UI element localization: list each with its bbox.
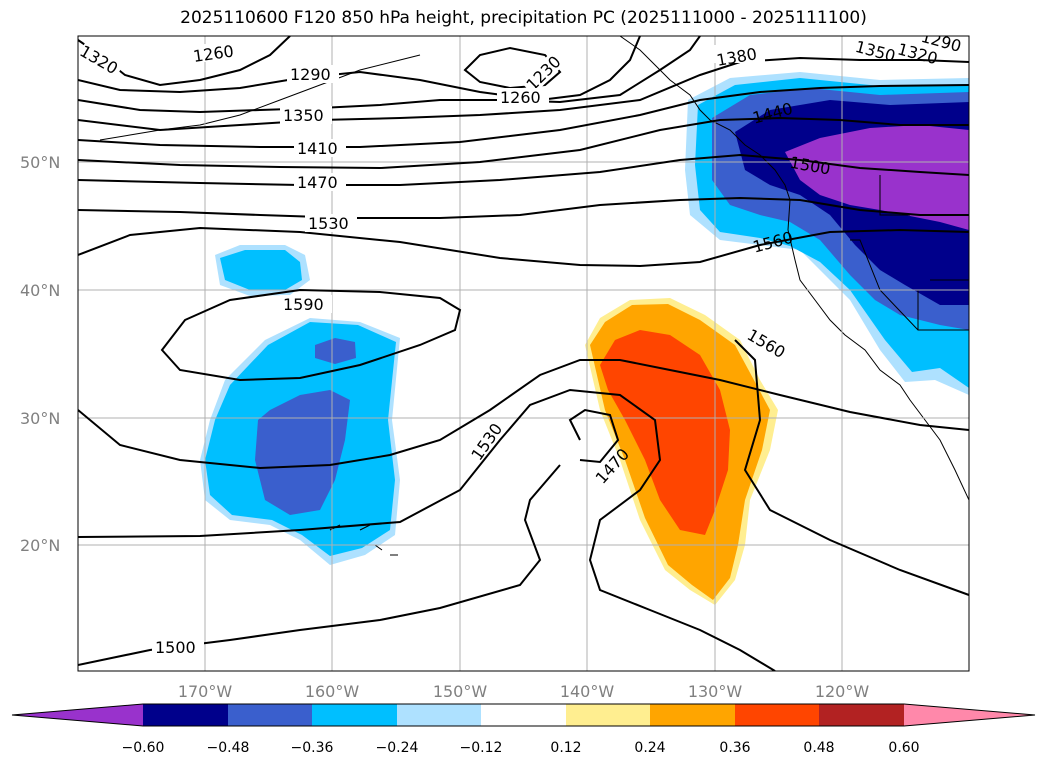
contour-labels: 1320 1260 1290 1230 1260 1350 1410 1470 … xyxy=(76,36,963,657)
lon-label: 150°W xyxy=(433,682,488,701)
colorbar xyxy=(11,703,1036,727)
lat-label: 40°N xyxy=(20,281,60,300)
colorbar-tick-label: −0.60 xyxy=(122,740,165,756)
map-panel: 1320 1260 1290 1230 1260 1350 1410 1470 … xyxy=(76,36,969,671)
lat-axis: 50°N 40°N 30°N 20°N xyxy=(20,153,60,555)
lon-label: 120°W xyxy=(815,682,870,701)
lat-label: 20°N xyxy=(20,536,60,555)
gridlines xyxy=(78,36,969,671)
contour-label: 1260 xyxy=(500,88,541,107)
lon-axis: 170°W 160°W 150°W 140°W 130°W 120°W xyxy=(178,682,870,701)
lat-label: 30°N xyxy=(20,409,60,428)
map-frame xyxy=(77,35,970,672)
colorbar-segment xyxy=(566,704,650,726)
colorbar-tick-label: 0.48 xyxy=(803,740,834,756)
colorbar-segment xyxy=(481,704,566,726)
lon-label: 170°W xyxy=(178,682,233,701)
colorbar-tick-label: 0.12 xyxy=(550,740,581,756)
height-contours xyxy=(78,36,969,671)
colorbar-segment xyxy=(397,704,481,726)
colorbar-ticks: −0.60 −0.48 −0.36 −0.24 −0.12 0.12 0.24 … xyxy=(122,740,920,756)
precip-fill-hawaii xyxy=(200,245,400,565)
contour-label: 1350 xyxy=(853,37,897,66)
precip-fill-positive xyxy=(585,298,778,605)
colorbar-segment xyxy=(312,704,397,726)
colorbar-tick-label: −0.24 xyxy=(376,740,419,756)
lon-label: 140°W xyxy=(560,682,615,701)
map-title: 2025110600 F120 850 hPa height, precipit… xyxy=(180,8,867,28)
colorbar-segment xyxy=(650,704,735,726)
colorbar-tick-label: 0.36 xyxy=(719,740,750,756)
colorbar-outline xyxy=(11,703,1036,727)
colorbar-segment xyxy=(819,704,904,726)
colorbar-tick-label: −0.48 xyxy=(207,740,250,756)
colorbar-tick-label: 0.24 xyxy=(634,740,665,756)
lon-label: 160°W xyxy=(305,682,360,701)
contour-label: 1590 xyxy=(283,295,324,314)
contour-label: 1290 xyxy=(290,65,331,84)
contour-label: 1320 xyxy=(76,41,121,78)
colorbar-tick-label: 0.60 xyxy=(888,740,919,756)
contour-label: 1530 xyxy=(308,214,349,233)
contour-label: 1500 xyxy=(155,638,196,657)
colorbar-tick-label: −0.12 xyxy=(460,740,503,756)
colorbar-tick-label: −0.36 xyxy=(291,740,334,756)
colorbar-segment xyxy=(904,704,1035,726)
contour-label: 1350 xyxy=(283,106,324,125)
contour-label: 1530 xyxy=(467,420,506,464)
colorbar-segment xyxy=(228,704,312,726)
contour-label: 1410 xyxy=(297,139,338,158)
colorbar-segment xyxy=(12,704,143,726)
colorbar-segment xyxy=(143,704,228,726)
lat-label: 50°N xyxy=(20,153,60,172)
colorbar-segment xyxy=(735,704,819,726)
contour-label: 1470 xyxy=(297,173,338,192)
lon-label: 130°W xyxy=(688,682,743,701)
